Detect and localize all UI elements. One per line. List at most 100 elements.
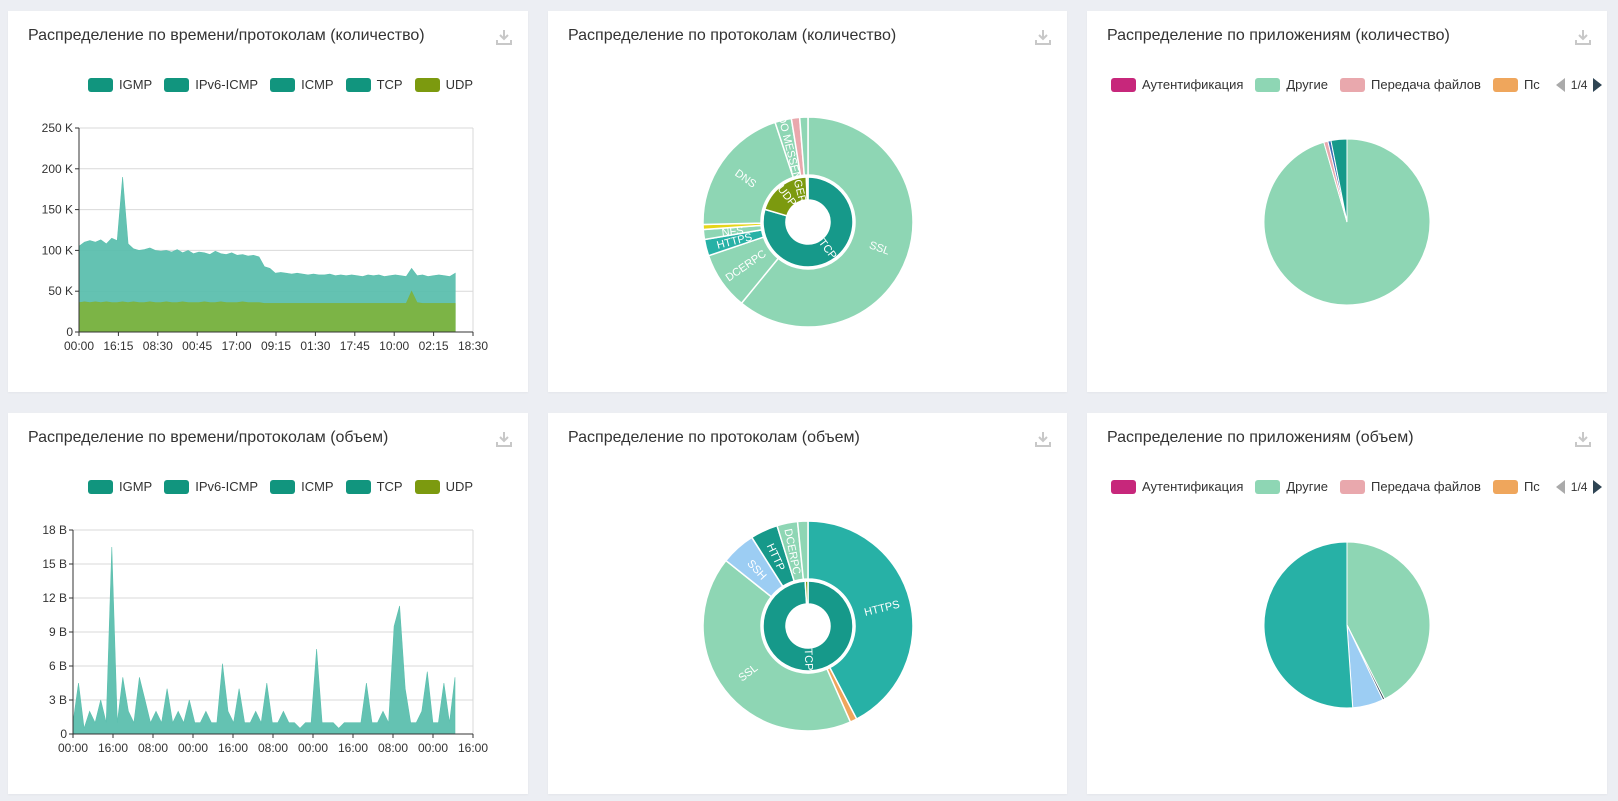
pie-slice[interactable] [1263, 138, 1431, 306]
legend: IGMP IPv6-ICMP ICMP TCP UDP [88, 77, 485, 92]
x-tick-label: 00:00 [178, 741, 208, 755]
legend-item[interactable]: Передача файлов [1340, 77, 1481, 92]
legend-pager: 1/4 [1555, 77, 1603, 92]
legend-item-igmp[interactable]: IGMP [88, 77, 152, 92]
sunburst-segment[interactable] [804, 580, 809, 605]
sunburst-segment[interactable] [702, 121, 795, 226]
pie-slice[interactable] [1346, 541, 1431, 700]
legend-item[interactable]: Пс [1492, 77, 1540, 92]
legend-item[interactable]: Передача файлов [1340, 479, 1481, 494]
pie-slice[interactable] [1330, 138, 1348, 223]
pie-chart [1263, 138, 1431, 306]
legend-item[interactable]: Пс [1492, 479, 1540, 494]
panel-title: Распределение по времени/протоколам (кол… [28, 27, 425, 44]
legend-label: TCP [376, 479, 403, 494]
download-icon[interactable] [1573, 429, 1593, 449]
legend-item[interactable]: Аутентификация [1111, 77, 1243, 92]
legend-swatch [88, 479, 113, 494]
legend-swatch [345, 479, 371, 494]
panel-title: Распределение по приложениям (количество… [1107, 27, 1450, 44]
legend-item-ipv6-icmp[interactable]: IPv6-ICMP [164, 77, 258, 92]
x-tick-label: 08:00 [138, 741, 168, 755]
sunburst-segment[interactable] [805, 176, 809, 201]
x-tick-label: 00:00 [64, 339, 94, 353]
x-tick-label: 08:30 [143, 339, 173, 353]
x-tick-label: 16:00 [338, 741, 368, 755]
x-tick-label: 16:00 [98, 741, 128, 755]
download-icon[interactable] [494, 429, 514, 449]
x-tick-label: 08:00 [258, 741, 288, 755]
y-tick-label: 100 K [42, 243, 73, 257]
x-tick-label: 09:15 [261, 339, 291, 353]
legend-label: IGMP [119, 77, 153, 92]
sunburst-segment[interactable] [762, 580, 854, 672]
sunburst-segment[interactable] [798, 116, 809, 176]
legend-label: IGMP [119, 479, 153, 494]
y-tick-label: 250 K [42, 121, 73, 135]
y-tick-label: 15 B [42, 557, 67, 571]
legend-item[interactable]: Другие [1255, 479, 1328, 494]
legend-item-udp[interactable]: UDP [414, 479, 473, 494]
legend-item-igmp[interactable]: IGMP [88, 479, 152, 494]
legend: Аутентификация Другие Передача файлов Пс 1/4 [1111, 479, 1603, 494]
download-icon[interactable] [1573, 27, 1593, 47]
legend-label: Пс [1523, 479, 1540, 494]
panel-title: Распределение по времени/протоколам (объ… [28, 429, 389, 446]
legend-swatch [1111, 479, 1136, 494]
x-tick-label: 00:00 [418, 741, 448, 755]
download-icon[interactable] [1033, 27, 1053, 47]
sunburst-segment[interactable] [740, 116, 914, 328]
legend-label: Аутентификация [1142, 479, 1244, 494]
panel-application-count: Распределение по приложениям (количество… [1087, 11, 1607, 392]
y-tick-label: 18 B [42, 523, 67, 537]
sunburst-segment[interactable] [762, 176, 854, 268]
legend-label: ICMP [301, 479, 334, 494]
legend-item-udp[interactable]: UDP [414, 77, 474, 92]
legend: IGMP IPv6-ICMP ICMP TCP UDP [88, 479, 485, 494]
prev-page-icon[interactable] [1555, 479, 1565, 494]
prev-page-icon[interactable] [1555, 77, 1565, 92]
panel-application-volume: Распределение по приложениям (объем) Аут… [1087, 413, 1607, 794]
sunburst-segment[interactable] [796, 520, 809, 581]
legend-item-icmp[interactable]: ICMP [270, 479, 334, 494]
legend-swatch [270, 479, 296, 494]
x-tick-label: 16:00 [458, 741, 488, 755]
pie-chart [1263, 541, 1431, 709]
x-tick-label: 00:00 [58, 741, 88, 755]
legend-swatch [414, 77, 440, 92]
panel-protocol-volume: Распределение по протоколам (объем) TCP H… [548, 413, 1067, 794]
x-tick-label: 16:00 [218, 741, 248, 755]
x-tick-label: 08:00 [378, 741, 408, 755]
x-tick-label: 17:45 [340, 339, 370, 353]
x-tick-label: 00:00 [298, 741, 328, 755]
next-page-icon[interactable] [1593, 77, 1603, 92]
area-chart: 0 3 B 6 B 9 B 12 B 15 B 18 B 00:00 16:00 08:00 00:… [42, 523, 488, 755]
series-area-tcp [72, 546, 456, 735]
legend-label: ICMP [301, 77, 334, 92]
legend-label: IPv6-ICMP [195, 479, 259, 494]
sunburst-segment[interactable] [807, 520, 914, 721]
y-tick-label: 0 [66, 325, 73, 339]
legend-item-tcp[interactable]: TCP [345, 479, 403, 494]
sunburst-segment[interactable] [702, 559, 852, 732]
legend-label: UDP [445, 77, 474, 92]
download-icon[interactable] [494, 27, 514, 47]
legend-item-tcp[interactable]: TCP [345, 77, 403, 92]
legend-label: Передача файлов [1371, 479, 1481, 494]
legend-item[interactable]: Аутентификация [1111, 479, 1243, 494]
legend: Аутентификация Другие Передача файлов Пс 1/4 [1111, 77, 1603, 92]
x-tick-label: 02:15 [419, 339, 449, 353]
legend-swatch [1492, 77, 1518, 92]
pie-slice[interactable] [1263, 541, 1354, 709]
download-icon[interactable] [1033, 429, 1053, 449]
legend-label: IPv6-ICMP [195, 77, 259, 92]
x-tick-label: 16:15 [103, 339, 133, 353]
series-area-tcp [78, 176, 456, 333]
legend-item[interactable]: Другие [1255, 77, 1328, 92]
legend-item-icmp[interactable]: ICMP [270, 77, 334, 92]
legend-swatch [1340, 77, 1365, 92]
next-page-icon[interactable] [1593, 479, 1603, 494]
legend-label: Аутентификация [1142, 77, 1244, 92]
legend-item-ipv6-icmp[interactable]: IPv6-ICMP [164, 479, 258, 494]
